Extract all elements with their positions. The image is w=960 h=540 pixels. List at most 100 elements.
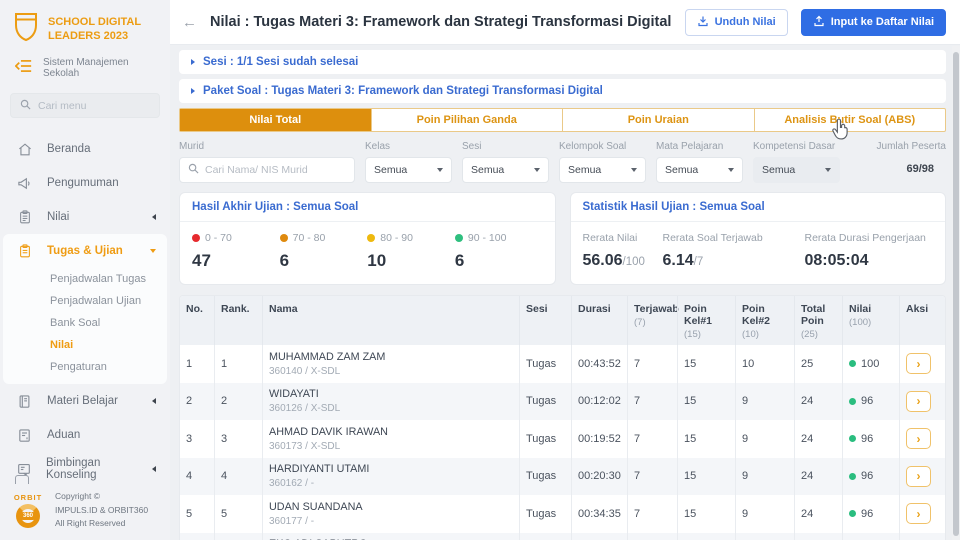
cell-total-poin: 24 bbox=[794, 420, 842, 458]
cell-no: 2 bbox=[186, 395, 193, 408]
report-icon bbox=[16, 428, 33, 443]
column-header-nama: Nama bbox=[262, 296, 519, 345]
cell-aksi: › bbox=[899, 345, 945, 383]
cell-poin-kel2: 9 bbox=[735, 457, 794, 495]
kelompok-soal-select[interactable]: Semua bbox=[559, 157, 646, 183]
chevron-down-icon bbox=[631, 168, 637, 172]
sidebar-item-nilai[interactable]: Nilai bbox=[0, 200, 170, 234]
sesi-select[interactable]: Semua bbox=[462, 157, 549, 183]
cell-nama: HARDIYANTI UTAMI 360162 / - bbox=[262, 457, 519, 495]
row-detail-button[interactable]: › bbox=[906, 428, 931, 450]
menu-search-placeholder: Cari menu bbox=[38, 99, 87, 112]
cell-poin-kel1: 15 bbox=[677, 532, 735, 540]
jumlah-peserta: Jumlah Peserta 69/98 bbox=[876, 141, 946, 175]
score-buckets: 0 - 70 47 70 - 80 6 80 - 90 10 90 - 100 6 bbox=[180, 222, 555, 284]
vertical-scrollbar[interactable] bbox=[952, 46, 960, 540]
chevron-left-icon bbox=[152, 466, 156, 472]
murid-search-input[interactable]: Cari Nama/ NIS Murid bbox=[179, 157, 355, 183]
sidebar-item-beranda[interactable]: Beranda bbox=[0, 132, 170, 166]
input-daftar-nilai-button[interactable]: Input ke Daftar Nilai bbox=[800, 8, 946, 36]
cell-durasi: 00:34:35 bbox=[571, 495, 627, 533]
tab-poin-uraian[interactable]: Poin Uraian bbox=[562, 109, 754, 131]
tab-poin-pilihan-ganda[interactable]: Poin Pilihan Ganda bbox=[370, 109, 563, 131]
cell-total-poin: 24 bbox=[794, 532, 842, 540]
app-subtitle: Sistem Manajemen Sekolah bbox=[43, 57, 129, 79]
cell-durasi: 00:19:52 bbox=[571, 420, 627, 458]
row-detail-button[interactable]: › bbox=[906, 465, 931, 487]
column-header-sesi: Sesi bbox=[519, 296, 571, 345]
results-table: No. Rank. Nama Sesi Durasi Terjawab (7) Poin Ke… bbox=[179, 295, 946, 540]
book-icon bbox=[16, 394, 33, 409]
cell-terjawab: 7 bbox=[627, 382, 677, 420]
chevron-down-icon bbox=[825, 168, 831, 172]
partially-visible-menu-icon bbox=[15, 475, 29, 485]
subtitle-row: Sistem Manajemen Sekolah bbox=[0, 49, 170, 83]
cell-poin-kel2: 9 bbox=[735, 420, 794, 458]
sidebar-subitem-penjadwalan-tugas[interactable]: Penjadwalan Tugas bbox=[50, 273, 147, 285]
kompetensi-dasar-select[interactable]: Semua bbox=[753, 157, 840, 183]
cell-terjawab: 7 bbox=[627, 345, 677, 383]
cell-terjawab: 7 bbox=[627, 495, 677, 533]
statistik-card: Statistik Hasil Ujian : Semua Soal Rerat… bbox=[569, 192, 946, 285]
cell-sesi: Tugas bbox=[519, 420, 571, 458]
cell-rank: 1 bbox=[214, 345, 262, 383]
sidebar-subitem-nilai[interactable]: Nilai bbox=[50, 339, 74, 351]
row-detail-button[interactable]: › bbox=[906, 390, 931, 412]
sidebar-collapse-icon[interactable] bbox=[14, 59, 32, 78]
menu-search-input[interactable]: Cari menu bbox=[10, 93, 160, 118]
column-header-no-: No. bbox=[186, 303, 203, 315]
tab-nilai-total[interactable]: Nilai Total bbox=[180, 109, 371, 131]
score-tabs: Nilai Total Poin Pilihan Ganda Poin Uraian… bbox=[179, 108, 946, 132]
sidebar-item-tugas-ujian[interactable]: Tugas & Ujian bbox=[3, 234, 167, 268]
cell-nama: WIDAYATI 360126 / X-SDL bbox=[262, 382, 519, 420]
download-icon bbox=[697, 15, 709, 30]
row-detail-button[interactable]: › bbox=[906, 503, 931, 525]
chevron-left-icon bbox=[152, 214, 156, 220]
table-row: 5 5 UDAN SUANDANA 360177 / - Tugas 00:34:35 7 1… bbox=[180, 495, 945, 533]
scrollbar-thumb[interactable] bbox=[953, 52, 959, 536]
row-detail-button[interactable]: › bbox=[906, 353, 931, 375]
bucket-dot-icon bbox=[367, 234, 376, 242]
cell-nama: MUHAMMAD ZAM ZAM 360140 / X-SDL bbox=[262, 345, 519, 383]
mata-pelajaran-select[interactable]: Semua bbox=[656, 157, 743, 183]
cell-no: 4 bbox=[186, 470, 193, 483]
score-bucket: 0 - 70 47 bbox=[192, 232, 280, 271]
cell-rank: 4 bbox=[214, 457, 262, 495]
sidebar-subitem-pengaturan[interactable]: Pengaturan bbox=[50, 361, 107, 373]
filter-kelompok-soal: Kelompok Soal Semua bbox=[559, 141, 646, 183]
summary-cards: Hasil Akhir Ujian : Semua Soal 0 - 70 47 7… bbox=[179, 192, 946, 285]
sidebar-subitem-penjadwalan-ujian[interactable]: Penjadwalan Ujian bbox=[50, 295, 142, 307]
filter-kelas: Kelas Semua bbox=[365, 141, 452, 183]
score-bucket: 70 - 80 6 bbox=[279, 232, 368, 271]
table-row: 4 4 HARDIYANTI UTAMI 360162 / - Tugas 00:20:3… bbox=[180, 457, 945, 495]
sidebar-item-materi-belajar[interactable]: Materi Belajar bbox=[0, 384, 170, 418]
content: Sesi : 1/1 Sesi sudah selesai Paket Soal… bbox=[170, 45, 960, 540]
column-header-total-poin: Total Poin (25) bbox=[794, 296, 842, 345]
tab-analisis-butir-soal-abs-[interactable]: Analisis Butir Soal (ABS) bbox=[753, 109, 946, 131]
chevron-down-icon bbox=[437, 168, 443, 172]
stat-rerata-nilai: Rerata Nilai 56.06/100 bbox=[582, 232, 645, 269]
cell-terjawab: 7 bbox=[627, 532, 677, 540]
accordion-sesi[interactable]: Sesi : 1/1 Sesi sudah selesai bbox=[179, 50, 946, 74]
column-header-rank-: Rank. bbox=[214, 296, 262, 345]
cell-nilai: 96 bbox=[842, 495, 899, 533]
cell-nama: UDAN SUANDANA 360177 / - bbox=[262, 495, 519, 533]
cell-sesi: Tugas bbox=[519, 495, 571, 533]
cell-aksi: › bbox=[899, 532, 945, 540]
chevron-down-icon bbox=[534, 168, 540, 172]
sidebar-item-pengumuman[interactable]: Pengumuman bbox=[0, 166, 170, 200]
back-button[interactable]: ← bbox=[182, 13, 197, 31]
counseling-icon bbox=[16, 462, 32, 477]
sidebar-item-aduan[interactable]: Aduan bbox=[0, 418, 170, 452]
cell-total-poin: 24 bbox=[794, 457, 842, 495]
cell-no: 3 bbox=[186, 432, 193, 445]
kelas-select[interactable]: Semua bbox=[365, 157, 452, 183]
download-nilai-button[interactable]: Unduh Nilai bbox=[684, 8, 788, 36]
accordion-paket-soal[interactable]: Paket Soal : Tugas Materi 3: Framework d… bbox=[179, 79, 946, 103]
search-icon bbox=[188, 161, 199, 179]
megaphone-icon bbox=[16, 176, 33, 191]
statistics: Rerata Nilai 56.06/100 Rerata Soal Terjawa… bbox=[571, 222, 946, 283]
cell-rank: 5 bbox=[214, 495, 262, 533]
sidebar-item-bimbingan-konseling[interactable]: Bimbingan Konseling bbox=[0, 452, 170, 484]
sidebar-subitem-bank-soal[interactable]: Bank Soal bbox=[50, 317, 101, 329]
